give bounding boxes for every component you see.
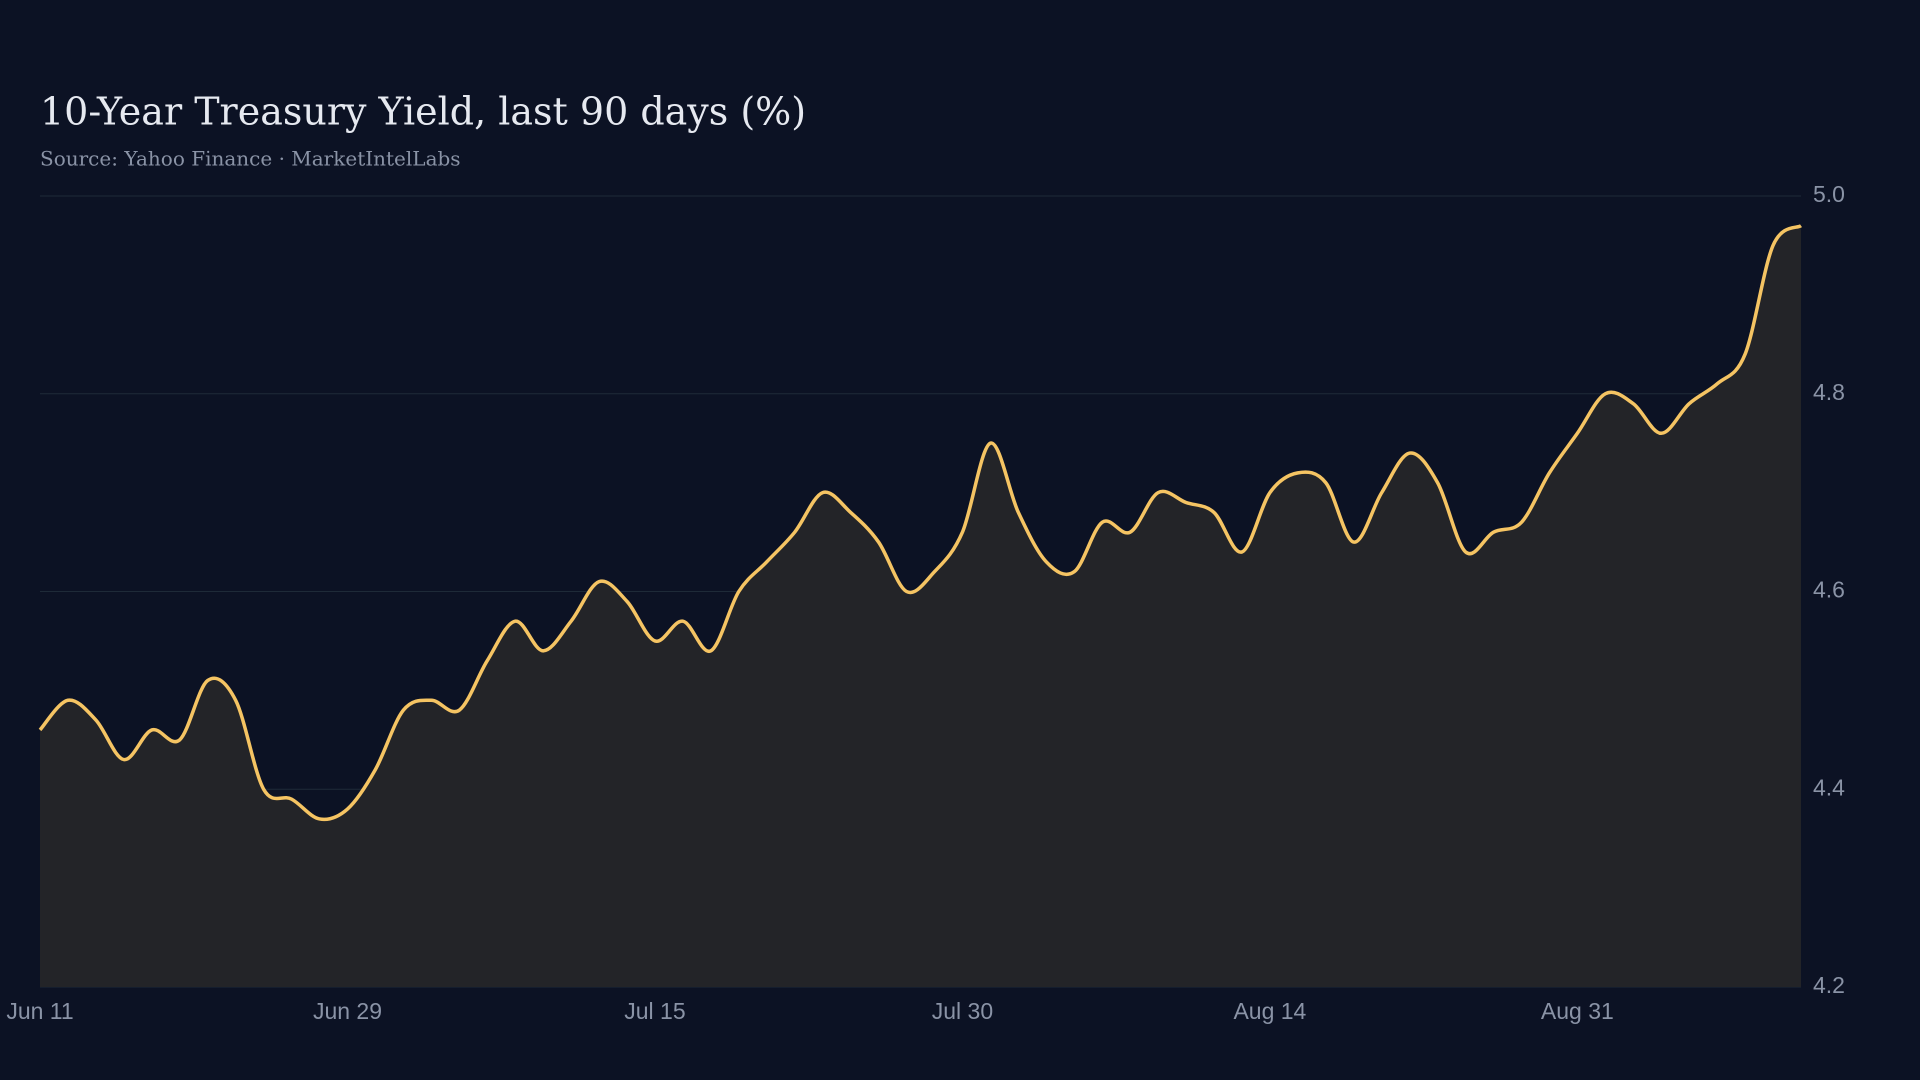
y-tick-label: 4.6 [1813,577,1845,603]
x-tick-label: Jun 11 [6,998,73,1024]
y-tick-label: 4.4 [1813,774,1845,800]
y-tick-label: 5.0 [1813,181,1845,207]
x-tick-label: Jul 30 [932,998,993,1024]
line [38,224,1803,822]
x-tick-label: Aug 31 [1541,998,1614,1024]
x-tick-label: Jul 15 [624,998,685,1024]
chart-title: 10-Year Treasury Yield, last 90 days (%) [40,90,806,134]
area [40,225,1801,988]
y-tick-label: 4.2 [1813,972,1845,998]
y-tick-label: 4.8 [1813,379,1845,405]
x-tick-label: Jun 29 [313,998,382,1024]
chart-subtitle: Source: Yahoo Finance · MarketIntelLabs [40,147,461,171]
x-tick-label: Aug 14 [1233,998,1306,1024]
